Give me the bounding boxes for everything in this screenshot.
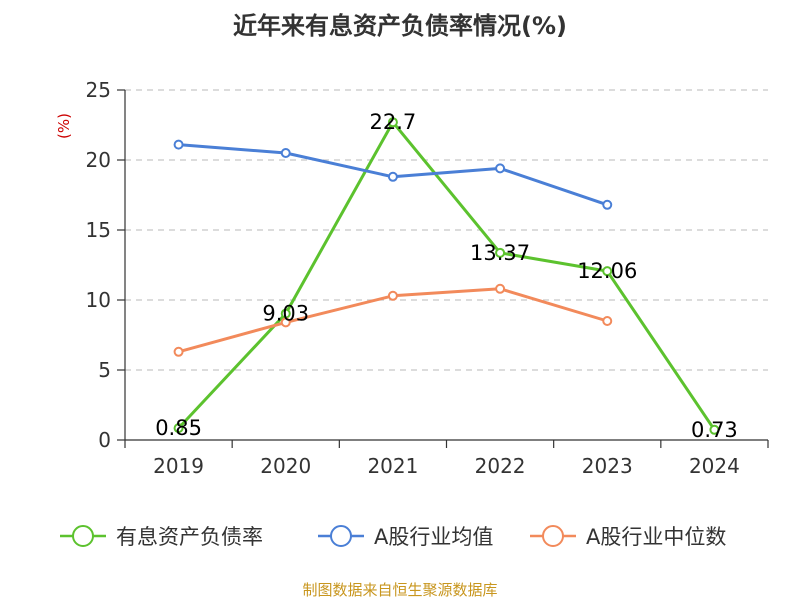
legend-item[interactable]: 有息资产负债率 — [60, 525, 263, 549]
x-tick-label: 2019 — [153, 454, 204, 478]
legend-label: A股行业均值 — [374, 525, 493, 549]
series — [175, 141, 612, 209]
data-label: 12.06 — [577, 259, 637, 283]
data-point[interactable] — [496, 164, 504, 172]
data-point[interactable] — [175, 141, 183, 149]
data-point[interactable] — [603, 201, 611, 209]
data-point[interactable] — [496, 285, 504, 293]
legend-item[interactable]: A股行业均值 — [318, 525, 493, 549]
data-label: 9.03 — [262, 302, 309, 326]
data-label: 0.73 — [691, 418, 738, 442]
gridlines — [125, 90, 768, 370]
x-tick-label: 2021 — [367, 454, 418, 478]
y-tick-label: 25 — [86, 78, 111, 102]
data-point[interactable] — [175, 348, 183, 356]
y-tick-label: 10 — [86, 288, 111, 312]
legend-marker — [543, 526, 563, 546]
series — [175, 285, 612, 356]
data-point[interactable] — [282, 149, 290, 157]
x-tick-label: 2024 — [689, 454, 740, 478]
data-label: 13.37 — [470, 241, 530, 265]
legend-marker — [73, 526, 93, 546]
y-tick-label: 15 — [86, 218, 111, 242]
y-tick-label: 5 — [98, 358, 111, 382]
x-tick-label: 2023 — [582, 454, 633, 478]
data-label: 0.85 — [155, 416, 202, 440]
y-tick-label: 20 — [86, 148, 111, 172]
legend[interactable]: 有息资产负债率 A股行业均值 A股行业中位数 — [60, 525, 726, 549]
data-point[interactable] — [603, 317, 611, 325]
legend-label: 有息资产负债率 — [116, 525, 263, 549]
legend-marker — [331, 526, 351, 546]
data-label: 22.7 — [370, 110, 417, 134]
x-tick-label: 2022 — [475, 454, 526, 478]
y-axis-unit-label: (%) — [55, 113, 73, 139]
data-point[interactable] — [389, 292, 397, 300]
x-tick-label: 2020 — [260, 454, 311, 478]
source-note: 制图数据来自恒生聚源数据库 — [302, 581, 497, 599]
legend-item[interactable]: A股行业中位数 — [530, 525, 726, 549]
data-point[interactable] — [389, 173, 397, 181]
legend-label: A股行业中位数 — [586, 525, 726, 549]
chart-title: 近年来有息资产负债率情况(%) — [233, 12, 567, 40]
y-tick-label: 0 — [98, 428, 111, 452]
